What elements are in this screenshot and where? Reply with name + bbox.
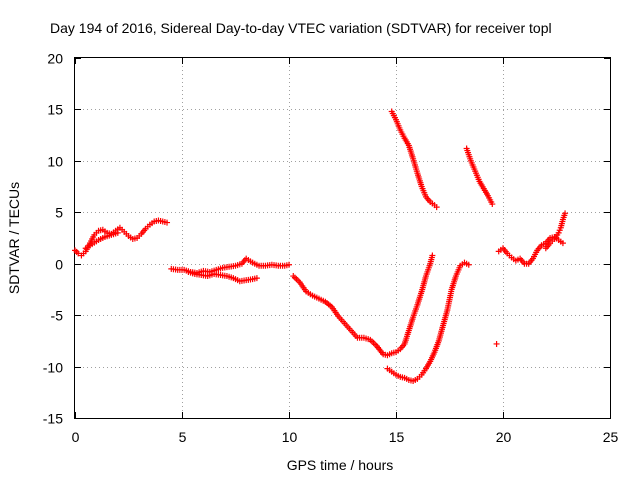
x-tick-label: 0 bbox=[72, 429, 80, 445]
series-arc-6 bbox=[463, 145, 496, 208]
data-point bbox=[164, 219, 171, 226]
series-arc-2b bbox=[185, 268, 260, 285]
series-arc-1b bbox=[82, 229, 121, 252]
data-point bbox=[114, 229, 121, 236]
x-axis: 0 5 10 15 20 25 bbox=[72, 58, 619, 445]
series-arc-1 bbox=[72, 217, 171, 259]
x-tick-label: 5 bbox=[179, 429, 187, 445]
data-point bbox=[465, 261, 472, 268]
grid bbox=[75, 58, 610, 418]
data-point bbox=[433, 204, 440, 211]
data-points bbox=[72, 108, 569, 384]
y-tick-label: 20 bbox=[47, 51, 63, 67]
plot-frame bbox=[74, 57, 611, 419]
y-tick-label: -5 bbox=[51, 308, 64, 324]
data-point bbox=[489, 201, 496, 208]
data-point bbox=[559, 240, 566, 247]
x-tick-label: 10 bbox=[282, 429, 298, 445]
series-arc-2 bbox=[168, 255, 292, 276]
data-point bbox=[286, 261, 292, 268]
series-arc-3 bbox=[290, 252, 436, 359]
y-tick-label: -10 bbox=[43, 360, 63, 376]
series-outlier bbox=[493, 340, 500, 347]
chart-title: Day 194 of 2016, Sidereal Day-to-day VTE… bbox=[50, 20, 552, 36]
x-axis-title: GPS time / hours bbox=[287, 457, 394, 473]
y-tick-label: 15 bbox=[47, 102, 63, 118]
data-point bbox=[493, 340, 500, 347]
data-point bbox=[562, 210, 569, 217]
y-axis: -15 -10 -5 0 5 10 15 20 bbox=[43, 51, 610, 427]
series-arc-5 bbox=[388, 108, 440, 211]
y-tick-label: -15 bbox=[43, 411, 63, 427]
series-arc-7b bbox=[542, 210, 569, 252]
y-tick-label: 0 bbox=[55, 257, 63, 273]
series-arc-4 bbox=[384, 259, 472, 384]
x-tick-label: 25 bbox=[603, 429, 619, 445]
x-tick-label: 20 bbox=[496, 429, 512, 445]
y-tick-label: 5 bbox=[55, 205, 63, 221]
data-point bbox=[75, 250, 82, 257]
data-point bbox=[429, 252, 436, 259]
data-point bbox=[253, 275, 260, 282]
x-tick-label: 15 bbox=[389, 429, 405, 445]
y-axis-title: SDTVAR / TECUs bbox=[6, 182, 22, 294]
y-tick-label: 10 bbox=[47, 154, 63, 170]
